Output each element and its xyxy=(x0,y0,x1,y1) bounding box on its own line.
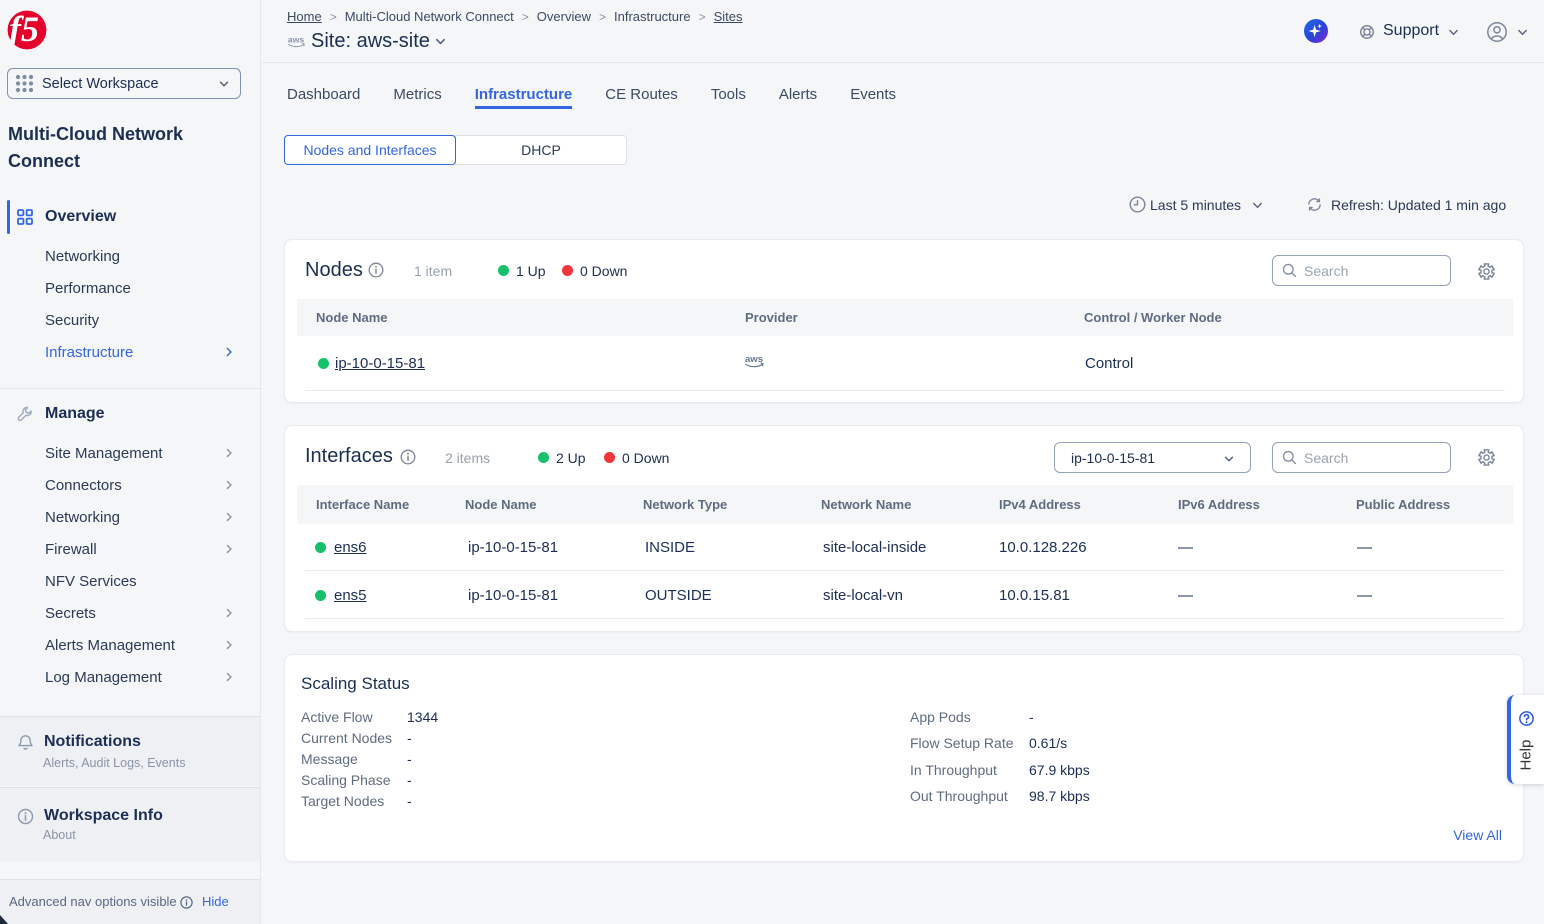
svg-text:f5: f5 xyxy=(9,10,39,49)
svg-text:aws: aws xyxy=(288,34,305,44)
svg-text:aws: aws xyxy=(745,354,763,365)
